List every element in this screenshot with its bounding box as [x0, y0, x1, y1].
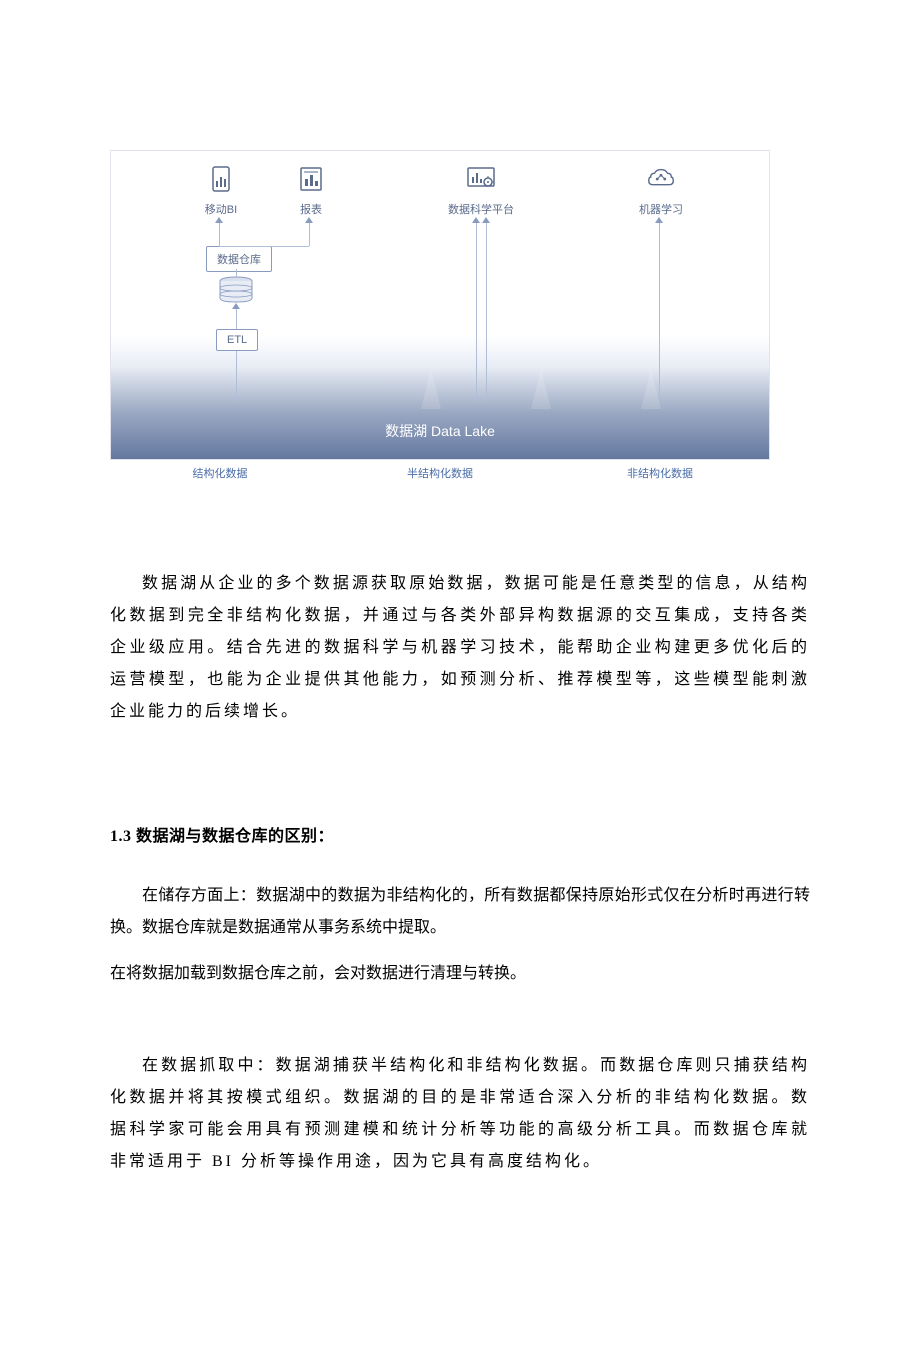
arrow-line — [236, 306, 237, 329]
database-icon — [216, 276, 256, 304]
section-heading: 1.3 数据湖与数据仓库的区别： — [110, 822, 334, 846]
arrow-head — [472, 217, 480, 223]
arrow-line — [309, 221, 310, 246]
ml-label: 机器学习 — [621, 201, 701, 217]
label-unstructured: 非结构化数据 — [550, 465, 770, 481]
arrow-line — [236, 269, 237, 277]
paragraph-4: 在数据抓取中：数据湖捕获半结构化和非结构化数据。而数据仓库则只捕获结构化数据并将… — [110, 1050, 810, 1178]
lake-arrow — [421, 369, 441, 409]
data-science-icon — [465, 163, 497, 195]
mobile-bi-label: 移动BI — [191, 201, 251, 217]
paragraph-1: 数据湖从企业的多个数据源获取原始数据，数据可能是任意类型的信息，从结构化数据到完… — [110, 568, 810, 728]
arrow-head — [482, 217, 490, 223]
paragraph-3: 在将数据加载到数据仓库之前，会对数据进行清理与转换。 — [110, 958, 810, 990]
arrow-head — [305, 217, 313, 223]
item-mobile-bi: 移动BI — [191, 163, 251, 217]
item-ml: 机器学习 — [621, 163, 701, 217]
diagram-bottom-labels: 结构化数据 半结构化数据 非结构化数据 — [110, 465, 770, 481]
arrow-line — [476, 221, 477, 401]
report-icon — [295, 163, 327, 195]
ml-icon — [645, 163, 677, 195]
warehouse-box: 数据仓库 — [206, 246, 272, 272]
arrow-line — [236, 351, 237, 401]
arrow-line — [219, 246, 309, 247]
label-structured: 结构化数据 — [110, 465, 330, 481]
arrow-head — [215, 217, 223, 223]
arrow-head — [655, 217, 663, 223]
etl-box: ETL — [216, 329, 258, 351]
item-data-science: 数据科学平台 — [431, 163, 531, 217]
lake-arrow — [531, 369, 551, 409]
mobile-bi-icon — [205, 163, 237, 195]
arrow-head — [232, 303, 240, 309]
report-label: 报表 — [286, 201, 336, 217]
paragraph-2: 在储存方面上：数据湖中的数据为非结构化的，所有数据都保持原始形式仅在分析时再进行… — [110, 880, 810, 944]
label-semi-structured: 半结构化数据 — [330, 465, 550, 481]
item-report: 报表 — [286, 163, 336, 217]
diagram-top-row: 移动BI 报表 数据科学平台 机器学习 — [111, 163, 769, 233]
arrow-line — [486, 221, 487, 401]
lake-label: 数据湖 Data Lake — [111, 421, 769, 441]
data-lake-diagram: 移动BI 报表 数据科学平台 机器学习 数据仓库 ETL — [110, 150, 770, 460]
data-science-label: 数据科学平台 — [431, 201, 531, 217]
arrow-line — [219, 221, 220, 246]
lake-arrow — [641, 369, 661, 409]
